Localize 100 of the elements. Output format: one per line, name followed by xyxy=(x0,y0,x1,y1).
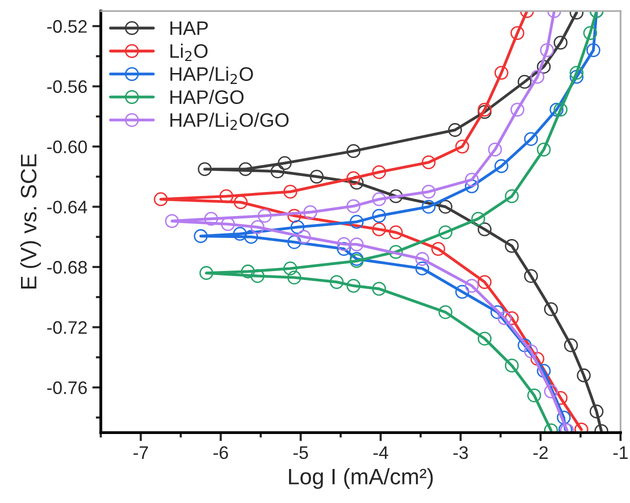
point xyxy=(278,156,292,170)
x-tick-label: -6 xyxy=(214,446,228,460)
point xyxy=(165,214,179,228)
point xyxy=(303,205,318,220)
point xyxy=(219,189,234,204)
point xyxy=(464,179,479,194)
point xyxy=(336,242,351,256)
point xyxy=(372,208,386,223)
legend-label: HAP xyxy=(170,22,208,35)
y-tick-label: -0.76 xyxy=(47,381,87,394)
point xyxy=(570,66,584,80)
point xyxy=(524,344,538,358)
point xyxy=(448,123,462,137)
x-tick-label: -3 xyxy=(453,446,468,460)
point xyxy=(415,262,430,276)
y-tick-label: -0.60 xyxy=(47,140,87,154)
x-tick-label: -5 xyxy=(293,446,308,460)
point xyxy=(498,311,512,326)
point xyxy=(372,282,386,296)
point xyxy=(422,184,436,199)
point xyxy=(530,70,544,84)
point xyxy=(510,26,524,40)
legend-label: HAP/Li$_{2}$O xyxy=(170,66,253,84)
point xyxy=(250,220,264,234)
x-axis-title: Log I (mA/cm²) xyxy=(289,468,433,489)
point xyxy=(518,74,532,89)
point xyxy=(464,172,479,187)
point xyxy=(478,275,492,289)
point xyxy=(388,189,403,204)
point xyxy=(336,237,351,252)
point xyxy=(455,284,470,299)
y-tick-label: -0.52 xyxy=(47,20,87,33)
point xyxy=(204,212,218,226)
point xyxy=(536,142,551,157)
point xyxy=(346,278,360,293)
point xyxy=(471,212,486,226)
point xyxy=(544,384,558,398)
point xyxy=(372,222,386,236)
point xyxy=(270,164,284,178)
point xyxy=(194,229,208,244)
legend-label: Li$_{2}$O xyxy=(170,44,208,61)
point xyxy=(287,208,302,223)
point xyxy=(330,275,344,289)
point xyxy=(296,230,311,244)
x-tick-label: -4 xyxy=(373,446,388,459)
legend-label: HAP/Li$_{2}$O/GO xyxy=(170,112,289,130)
point xyxy=(564,338,578,352)
point xyxy=(198,162,212,176)
point xyxy=(388,244,403,259)
point xyxy=(422,200,436,214)
y-tick-label: -0.64 xyxy=(47,200,88,214)
point xyxy=(554,36,568,50)
point xyxy=(431,242,446,256)
point xyxy=(524,269,538,283)
point xyxy=(283,184,298,199)
point xyxy=(524,132,538,146)
point xyxy=(199,266,214,280)
point xyxy=(232,226,247,241)
point xyxy=(244,230,258,244)
point xyxy=(438,225,452,240)
point xyxy=(554,102,568,117)
point xyxy=(455,140,470,154)
point xyxy=(556,410,571,424)
point xyxy=(550,102,564,117)
y-tick-label: -0.56 xyxy=(47,80,87,94)
point xyxy=(488,142,502,157)
point xyxy=(220,217,235,232)
point xyxy=(310,170,324,184)
y-tick-label: -0.68 xyxy=(47,260,87,274)
point xyxy=(478,222,492,236)
point xyxy=(372,192,386,206)
point xyxy=(536,364,551,378)
y-axis-title: E (V) vs. SCE xyxy=(20,154,41,289)
point xyxy=(258,208,272,223)
point xyxy=(287,270,302,284)
point xyxy=(346,144,360,158)
point xyxy=(576,368,591,382)
point xyxy=(494,66,508,80)
point xyxy=(464,278,479,293)
point xyxy=(536,60,551,74)
point xyxy=(530,352,544,366)
point xyxy=(240,264,255,278)
point xyxy=(490,305,504,320)
x-tick-label: -2 xyxy=(533,446,548,459)
x-tick-label: -1 xyxy=(613,446,628,459)
point xyxy=(350,214,364,229)
point xyxy=(494,159,508,174)
point xyxy=(388,225,403,240)
point xyxy=(422,155,436,170)
point xyxy=(544,302,558,316)
point xyxy=(504,189,519,204)
point xyxy=(372,165,386,180)
point xyxy=(586,43,600,58)
point xyxy=(510,102,524,117)
point xyxy=(438,200,452,214)
point xyxy=(438,305,452,320)
point xyxy=(250,269,264,283)
point xyxy=(504,358,519,373)
point xyxy=(234,195,248,210)
point xyxy=(238,162,252,176)
